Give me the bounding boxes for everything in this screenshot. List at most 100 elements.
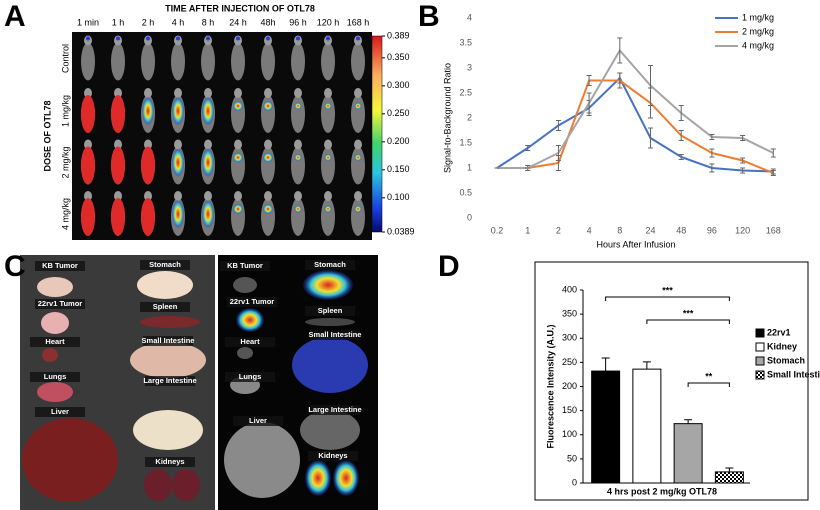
signal bbox=[176, 36, 180, 41]
mouse-head bbox=[264, 139, 272, 150]
organ-label: Large Intestine bbox=[143, 376, 196, 385]
x-tick-label: 168 bbox=[766, 225, 781, 235]
organ-label: Lungs bbox=[239, 372, 262, 381]
signal bbox=[172, 148, 184, 177]
legend-label: Kidney bbox=[767, 341, 797, 351]
legend-label: 2 mg/kg bbox=[742, 26, 774, 36]
signal bbox=[263, 101, 273, 111]
significance-bracket bbox=[605, 296, 730, 301]
organ-label: Spleen bbox=[153, 302, 178, 311]
mouse-head bbox=[174, 139, 182, 150]
legend-swatch bbox=[755, 370, 765, 380]
signal bbox=[172, 97, 184, 125]
mouse-head bbox=[144, 191, 152, 201]
organ-label: Small Intestine bbox=[309, 330, 362, 339]
organ-label: Heart bbox=[240, 337, 260, 346]
mouse bbox=[261, 95, 275, 133]
colorbar-label: 0.0389 bbox=[387, 226, 415, 236]
mouse-head bbox=[204, 191, 212, 201]
y-tick-label: 2.5 bbox=[459, 87, 472, 97]
x-tick-label: 48 bbox=[676, 225, 686, 235]
signal bbox=[146, 36, 150, 41]
organ-label: Stomach bbox=[314, 260, 346, 269]
column-label: 1 h bbox=[112, 17, 125, 27]
label-box bbox=[305, 306, 355, 316]
mouse-head bbox=[144, 88, 152, 98]
mouse bbox=[261, 42, 275, 81]
error-bar bbox=[678, 130, 684, 141]
signal bbox=[324, 102, 332, 110]
signal bbox=[324, 154, 332, 161]
signal bbox=[81, 146, 95, 185]
signal bbox=[354, 205, 362, 213]
x-tick-label: 4 bbox=[587, 225, 592, 235]
label-box bbox=[305, 260, 355, 270]
colorbar-label: 0.300 bbox=[387, 80, 410, 90]
signal bbox=[354, 154, 362, 161]
label-box bbox=[140, 302, 190, 312]
panel-letter: A bbox=[4, 0, 26, 33]
mouse bbox=[171, 42, 185, 81]
organ-label: Spleen bbox=[318, 306, 343, 315]
column-label: 1 min bbox=[77, 17, 99, 27]
error-bar bbox=[617, 37, 623, 64]
y-tick-label: 0 bbox=[467, 212, 472, 222]
significance-bracket bbox=[687, 382, 730, 387]
label-box bbox=[35, 261, 85, 271]
column-label: 24 h bbox=[229, 17, 247, 27]
label-box bbox=[145, 376, 195, 386]
x-tick-label: 120 bbox=[735, 225, 750, 235]
row-label: 2 mg/kg bbox=[60, 146, 70, 178]
bar bbox=[673, 423, 703, 484]
colorbar-label: 0.150 bbox=[387, 164, 410, 174]
significance-bracket bbox=[646, 319, 730, 324]
error-bar bbox=[617, 72, 623, 89]
label-box bbox=[225, 337, 275, 347]
error-bar bbox=[678, 105, 684, 121]
y-axis-title: Fluorescence Intensity (A.U.) bbox=[545, 324, 555, 448]
mouse bbox=[81, 42, 95, 81]
legend-swatch bbox=[755, 356, 765, 366]
mouse-head bbox=[84, 139, 92, 150]
signal bbox=[142, 97, 154, 125]
organ-label: Stomach bbox=[149, 260, 181, 269]
legend-label: 4 mg/kg bbox=[742, 40, 774, 50]
error-bar bbox=[709, 134, 715, 140]
mouse-head bbox=[294, 88, 302, 98]
column-label: 8 h bbox=[202, 17, 215, 27]
y-tick-label: 50 bbox=[567, 453, 577, 463]
x-axis-title: 4 hrs post 2 mg/kg OTL78 bbox=[607, 486, 717, 496]
signal bbox=[111, 146, 125, 185]
column-label: 48h bbox=[260, 17, 275, 27]
organ-label: Kidneys bbox=[318, 451, 347, 460]
mouse-head bbox=[204, 88, 212, 98]
mouse-head bbox=[324, 191, 332, 201]
mouse bbox=[231, 42, 245, 81]
mouse-head bbox=[264, 88, 272, 98]
organ-label: Liver bbox=[51, 407, 69, 416]
y-tick-label: 1.5 bbox=[459, 137, 472, 147]
label-box bbox=[220, 261, 270, 271]
legend-label: 1 mg/kg bbox=[742, 12, 774, 22]
signal bbox=[86, 36, 90, 41]
organ-label: Lungs bbox=[44, 372, 67, 381]
signal bbox=[111, 95, 125, 133]
legend-swatch bbox=[755, 342, 765, 352]
mouse-head bbox=[114, 88, 122, 98]
legend-label: Small Intestine bbox=[767, 369, 820, 379]
x-axis-title: Hours After Infusion bbox=[596, 239, 675, 249]
signal bbox=[294, 102, 302, 110]
mouse-head bbox=[114, 139, 122, 150]
mouse-head bbox=[324, 139, 332, 150]
error-bar bbox=[586, 75, 592, 86]
y-axis-title: Signal-to-Background Ratio bbox=[442, 63, 452, 173]
label-box bbox=[35, 407, 85, 417]
mouse bbox=[111, 42, 125, 81]
significance-label: *** bbox=[662, 285, 673, 295]
error-bar bbox=[740, 157, 746, 164]
mouse-head bbox=[204, 139, 212, 150]
label-box bbox=[225, 372, 275, 382]
significance-label: *** bbox=[683, 308, 694, 318]
mouse bbox=[291, 95, 305, 133]
y-tick-label: 350 bbox=[562, 309, 577, 319]
